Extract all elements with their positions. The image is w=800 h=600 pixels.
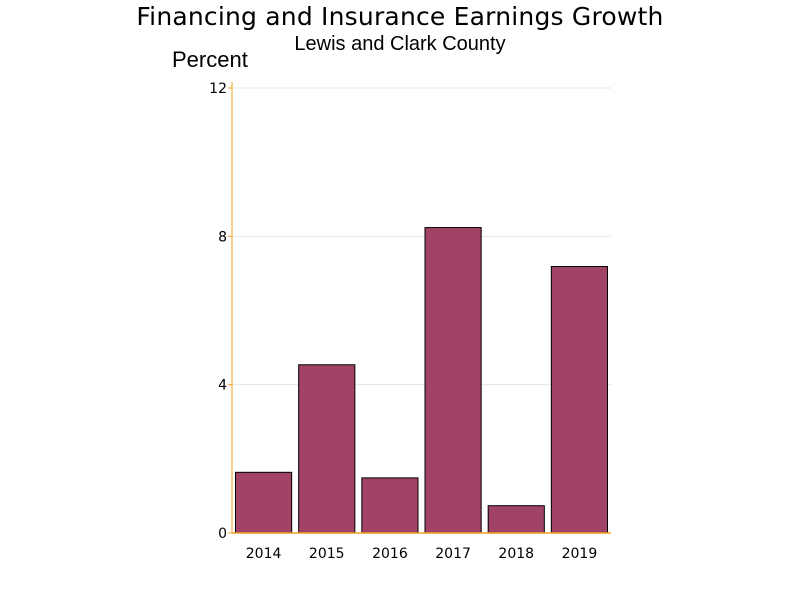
bar-2018: [487, 505, 545, 534]
x-tick-label: 2017: [435, 546, 471, 562]
bar-2015: [298, 364, 356, 534]
bar-2017: [424, 227, 482, 534]
y-tick-label: 8: [218, 229, 227, 245]
y-axis-title: Percent: [172, 47, 248, 72]
y-tick-label: 4: [218, 378, 227, 394]
bar-2019: [550, 266, 608, 534]
chart-title: Financing and Insurance Earnings Growth: [136, 2, 664, 31]
x-tick-label: 2016: [372, 546, 408, 562]
y-tick-label: 0: [218, 526, 227, 542]
x-tick-label: 2014: [246, 546, 282, 562]
bar-2014: [235, 471, 293, 534]
y-tick-label: 12: [209, 81, 227, 97]
x-tick-label: 2015: [309, 546, 345, 562]
bar-2016: [361, 477, 419, 534]
x-tick-label: 2018: [498, 546, 534, 562]
chart-subtitle: Lewis and Clark County: [294, 33, 506, 55]
x-tick-label: 2019: [562, 546, 598, 562]
